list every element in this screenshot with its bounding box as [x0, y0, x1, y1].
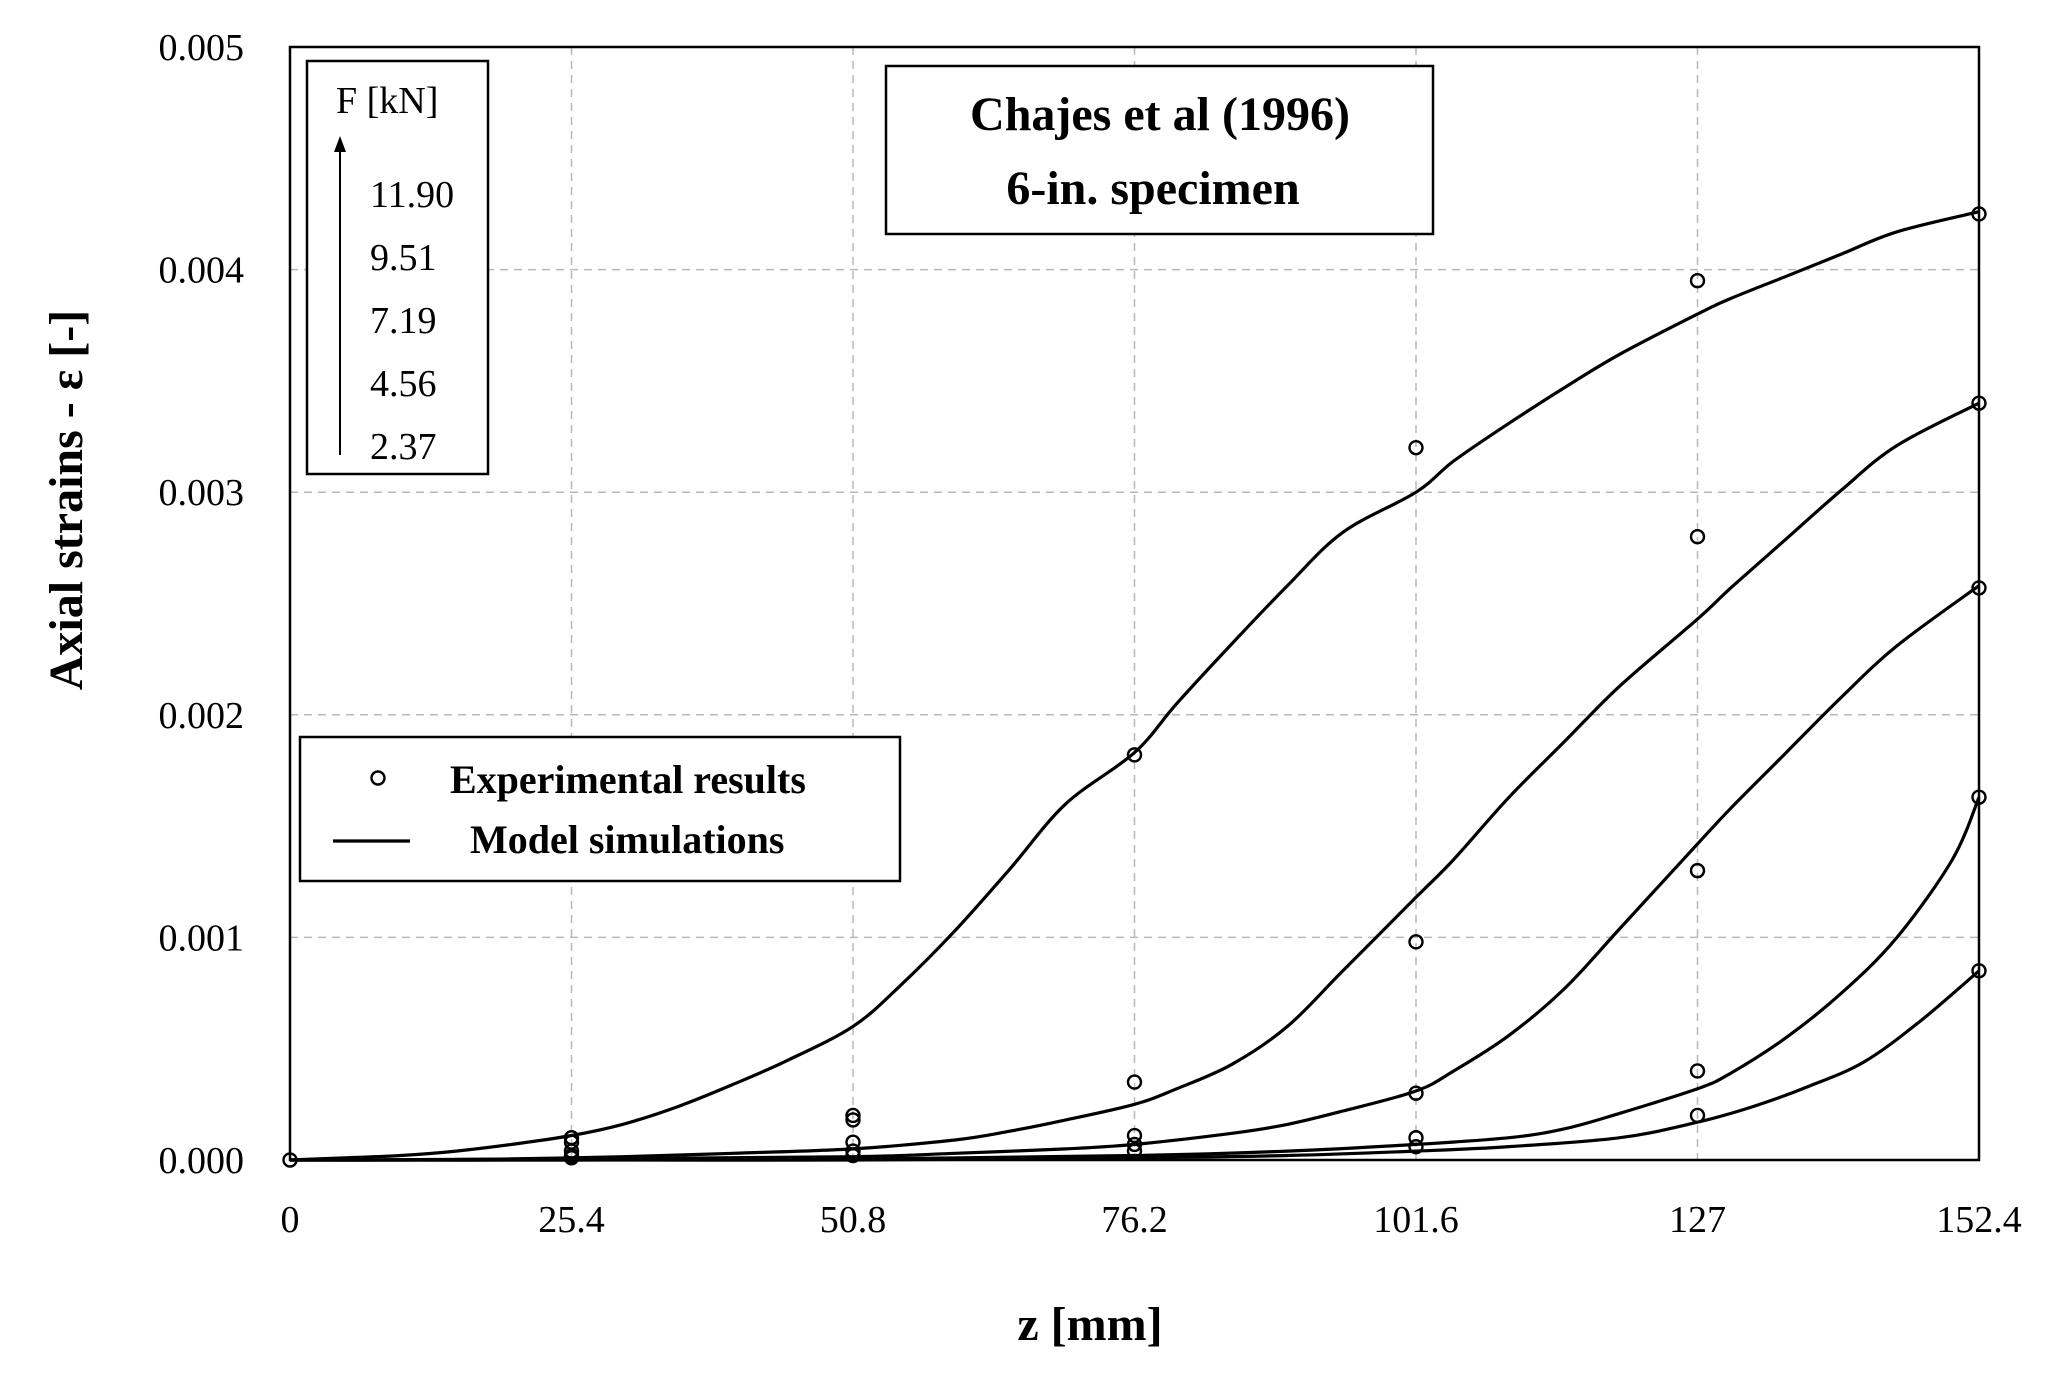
chart-title: Chajes et al (1996)	[970, 88, 1350, 141]
force-value-4: 2.37	[370, 426, 437, 468]
force-legend-title: F [kN]	[336, 80, 438, 122]
y-tick-label: 0.005	[159, 27, 245, 69]
x-tick-label: 127	[1669, 1199, 1726, 1241]
y-tick-label: 0.000	[159, 1140, 245, 1182]
force-value-0: 11.90	[370, 174, 454, 216]
force-value-3: 4.56	[370, 363, 437, 405]
y-tick-label: 0.004	[159, 250, 245, 292]
force-legend: F [kN] 11.90 9.51 7.19 4.56 2.37	[307, 61, 488, 474]
y-tick-label: 0.003	[159, 472, 245, 514]
legend-model-label: Model simulations	[470, 817, 784, 862]
y-tick-labels: 0.000 0.001 0.002 0.003 0.004 0.005	[159, 27, 245, 1182]
y-tick-label: 0.001	[159, 917, 245, 959]
y-axis-label: Axial strains - ε [-]	[40, 310, 93, 690]
y-tick-label: 0.002	[159, 695, 245, 737]
legend-experimental-label: Experimental results	[450, 757, 806, 802]
x-tick-label: 101.6	[1373, 1199, 1459, 1241]
x-tick-labels: 0 25.4 50.8 76.2 101.6 127 152.4	[281, 1199, 2022, 1241]
series-legend: Experimental results Model simulations	[300, 737, 900, 881]
experimental-points	[284, 207, 1986, 1166]
x-axis-label: z [mm]	[1017, 1298, 1162, 1351]
x-tick-label: 76.2	[1101, 1199, 1168, 1241]
strain-chart: 0 25.4 50.8 76.2 101.6 127 152.4 0.0000.0010.0…	[0, 0, 2046, 1380]
force-value-1: 9.51	[370, 237, 437, 279]
x-tick-label: 50.8	[820, 1199, 887, 1241]
x-tick-label: 25.4	[538, 1199, 605, 1241]
x-tick-label: 152.4	[1936, 1199, 2022, 1241]
x-tick-label: 0	[281, 1199, 300, 1241]
title-box: Chajes et al (1996) 6-in. specimen	[886, 66, 1433, 234]
chart-subtitle: 6-in. specimen	[1006, 162, 1299, 215]
force-value-2: 7.19	[370, 300, 437, 342]
